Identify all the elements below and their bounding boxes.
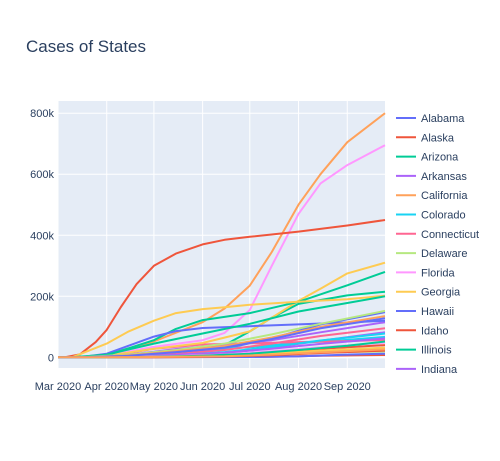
legend-label: Connecticut: [421, 229, 479, 241]
legend-label: Hawaii: [421, 306, 454, 318]
legend-item[interactable]: Arizona: [396, 152, 459, 164]
y-axis-ticks: 0 200k 400k 600k 800k: [30, 108, 54, 364]
x-axis-ticks: Mar 2020 Apr 2020 May 2020 Jun 2020 Jul 2020…: [35, 381, 371, 393]
legend-label: Georgia: [421, 287, 461, 299]
legend-label: Arizona: [421, 152, 459, 164]
series-line-14: [58, 219, 386, 359]
x-tick-label: Jul 2020: [229, 381, 271, 393]
legend-item[interactable]: Connecticut: [396, 229, 479, 241]
legend-item[interactable]: Florida: [396, 267, 456, 279]
legend-label: Florida: [421, 267, 456, 279]
x-tick-label: Jun 2020: [180, 381, 225, 393]
legend-item[interactable]: California: [396, 190, 468, 202]
legend-item[interactable]: Indiana: [396, 364, 458, 376]
x-tick-label: May 2020: [130, 381, 178, 393]
legend[interactable]: Alabama Alaska Arizona Arkansas California Co…: [396, 113, 479, 376]
legend-label: Indiana: [421, 364, 458, 376]
legend-item[interactable]: Georgia: [396, 287, 461, 299]
legend-label: Idaho: [421, 325, 449, 337]
legend-label: Arkansas: [421, 171, 467, 183]
x-tick-label: Sep 2020: [324, 381, 371, 393]
series-line-15: [58, 294, 386, 359]
legend-label: Delaware: [421, 248, 467, 260]
legend-item[interactable]: Delaware: [396, 248, 467, 260]
y-tick-label: 600k: [30, 169, 54, 181]
x-tick-label: Mar 2020: [35, 381, 81, 393]
legend-item[interactable]: Alabama: [396, 113, 465, 125]
legend-item[interactable]: Alaska: [396, 132, 455, 144]
series-line-28: [58, 348, 386, 359]
legend-label: Alaska: [421, 132, 455, 144]
legend-label: California: [421, 190, 468, 202]
legend-item[interactable]: Idaho: [396, 325, 449, 337]
y-tick-label: 200k: [30, 291, 54, 303]
y-tick-label: 400k: [30, 230, 54, 242]
chart-title: Cases of States: [26, 37, 146, 56]
y-tick-label: 800k: [30, 108, 54, 120]
series-lines: [58, 112, 386, 359]
legend-item[interactable]: Hawaii: [396, 306, 454, 318]
y-tick-label: 0: [48, 352, 54, 364]
legend-label: Colorado: [421, 210, 466, 222]
x-tick-label: Aug 2020: [275, 381, 322, 393]
x-tick-label: Apr 2020: [84, 381, 129, 393]
legend-label: Illinois: [421, 345, 452, 357]
legend-item[interactable]: Illinois: [396, 345, 452, 357]
legend-item[interactable]: Arkansas: [396, 171, 467, 183]
legend-item[interactable]: Colorado: [396, 210, 466, 222]
legend-label: Alabama: [421, 113, 465, 125]
